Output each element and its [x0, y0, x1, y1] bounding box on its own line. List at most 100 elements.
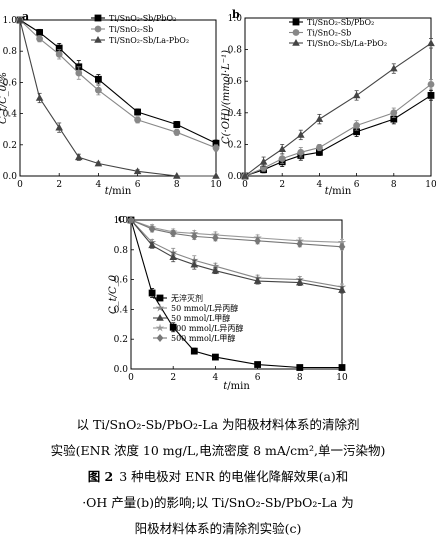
series-line	[130, 219, 342, 369]
data-point	[211, 261, 220, 270]
legend-label: 50 mmol/L异丙醇	[171, 303, 238, 313]
data-point	[316, 148, 323, 156]
data-point	[278, 155, 286, 163]
data-point	[212, 353, 219, 361]
panel-label: a	[22, 10, 29, 23]
data-point	[75, 69, 83, 77]
series-2: Ti/SnO₂-Sb/La-PbO₂	[241, 38, 435, 179]
data-point	[316, 144, 323, 151]
x-tick-label: 10	[336, 373, 348, 383]
data-point	[190, 347, 198, 355]
y-tick-label: 0.6	[3, 78, 18, 88]
x-tick-label: 6	[354, 180, 360, 190]
series-1: Ti/SnO₂-Sb	[241, 29, 435, 180]
data-point	[36, 35, 43, 43]
data-point	[427, 80, 435, 88]
y-tick-label: 0.8	[228, 46, 243, 56]
legend-label: 500 mmol/L异丙醇	[171, 323, 243, 333]
y-tick-label: 0.2	[228, 140, 242, 150]
x-axis-label-var: t	[325, 186, 330, 197]
legend-label: Ti/SnO₂-Sb/PbO₂	[109, 14, 176, 23]
series-line	[130, 219, 343, 291]
caption-line-5: 阳极材料体系的清除剂实验(c)	[134, 521, 302, 536]
data-point	[95, 75, 102, 83]
data-point	[337, 237, 347, 246]
figure-charts: 0 2 4 6 8 10 0.0 0.2 0.4 0.6 0.8 1.0 t/min C_t/C_0/% a…	[0, 8, 436, 392]
y-tick-label: 1.0	[228, 14, 243, 24]
legend-label: 500 mmol/L甲醇	[171, 333, 235, 343]
x-tick-label: 0	[17, 180, 23, 190]
legend-marker	[94, 14, 102, 22]
legend-label: Ti/SnO₂-Sb/PbO₂	[307, 18, 374, 27]
data-point	[173, 128, 181, 136]
data-point	[55, 44, 63, 52]
series-line	[19, 19, 217, 149]
x-axis-label: t/min	[105, 186, 132, 197]
panel-label: c	[118, 212, 125, 225]
legend-label: 无淬灭剂	[171, 293, 203, 303]
data-point	[297, 130, 305, 138]
legend-label: Ti/SnO₂-Sb/La-PbO₂	[109, 36, 189, 45]
data-point	[190, 260, 199, 268]
data-point	[241, 172, 249, 179]
legend-marker	[292, 39, 300, 46]
x-axis-label-unit: /min	[109, 186, 132, 197]
series-line	[244, 83, 432, 177]
data-point	[254, 236, 261, 245]
caption-line-4: ·OH 产量(b)的影响;以 Ti/SnO₂-Sb/PbO₂-La 为	[82, 495, 354, 510]
legend-marker	[156, 294, 164, 302]
data-point	[390, 115, 398, 123]
series-line	[130, 219, 343, 288]
x-tick-label: 8	[174, 180, 180, 190]
x-axis-label: t/min	[223, 381, 250, 392]
y-tick-label: 0.0	[228, 172, 243, 182]
legend-label: Ti/SnO₂-Sb/La-PbO₂	[307, 39, 387, 48]
data-point	[36, 29, 43, 36]
x-tick-label: 6	[255, 373, 261, 383]
y-axis-label: C(·OH)/(mmol·L⁻¹)	[221, 50, 232, 144]
legend-label: Ti/SnO₂-Sb	[307, 29, 351, 38]
plot-frame	[130, 219, 343, 370]
data-point	[190, 255, 199, 264]
y-tick-label: 0.4	[3, 110, 18, 120]
x-axis-label-unit: /min	[227, 381, 250, 392]
x-tick-label: 10	[425, 180, 436, 190]
legend-marker	[292, 29, 300, 36]
x-tick-label: 10	[210, 180, 222, 190]
data-point	[169, 248, 178, 257]
y-tick-label: 0.6	[114, 276, 129, 286]
x-tick-label: 8	[297, 373, 303, 383]
panel-label: b	[232, 8, 240, 21]
x-axis-label-unit: /min	[329, 186, 352, 197]
series-line	[244, 42, 432, 177]
series-4: 500 mmol/L甲醇	[127, 216, 346, 343]
chart-panel-c: 0 2 4 6 8 10 0.0 0.2 0.4 0.6 0.8 1.0 t/min C_t/C_0 c 无淬…	[108, 212, 348, 392]
data-point	[353, 122, 360, 129]
data-point	[95, 86, 102, 94]
y-tick-label: 0.8	[114, 246, 129, 256]
series-line	[130, 219, 343, 248]
data-point	[390, 64, 398, 72]
series-line	[19, 19, 216, 177]
y-tick-label: 0.2	[3, 141, 17, 151]
data-point	[254, 361, 261, 368]
series-2: 50 mmol/L甲醇	[127, 216, 346, 323]
data-point	[75, 153, 83, 161]
x-tick-label: 4	[96, 180, 102, 190]
x-tick-label: 0	[128, 373, 134, 383]
figure-number: 图 2	[87, 469, 114, 484]
data-point	[55, 50, 63, 58]
data-point	[190, 232, 198, 241]
data-point	[94, 159, 103, 167]
y-axis-label: C_t/C_0/%	[0, 72, 9, 124]
series-line	[130, 219, 343, 243]
data-point	[148, 289, 156, 297]
legend-marker	[155, 323, 165, 332]
data-point	[212, 172, 220, 179]
y-tick-label: 0.6	[228, 77, 243, 87]
y-tick-label: 0.0	[114, 365, 129, 375]
data-point	[134, 108, 141, 116]
caption-line-3-text: 3 种电极对 ENR 的电催化降解效果(a)和	[119, 469, 349, 484]
data-point	[173, 121, 181, 128]
series-0: 无淬灭剂	[127, 216, 346, 371]
